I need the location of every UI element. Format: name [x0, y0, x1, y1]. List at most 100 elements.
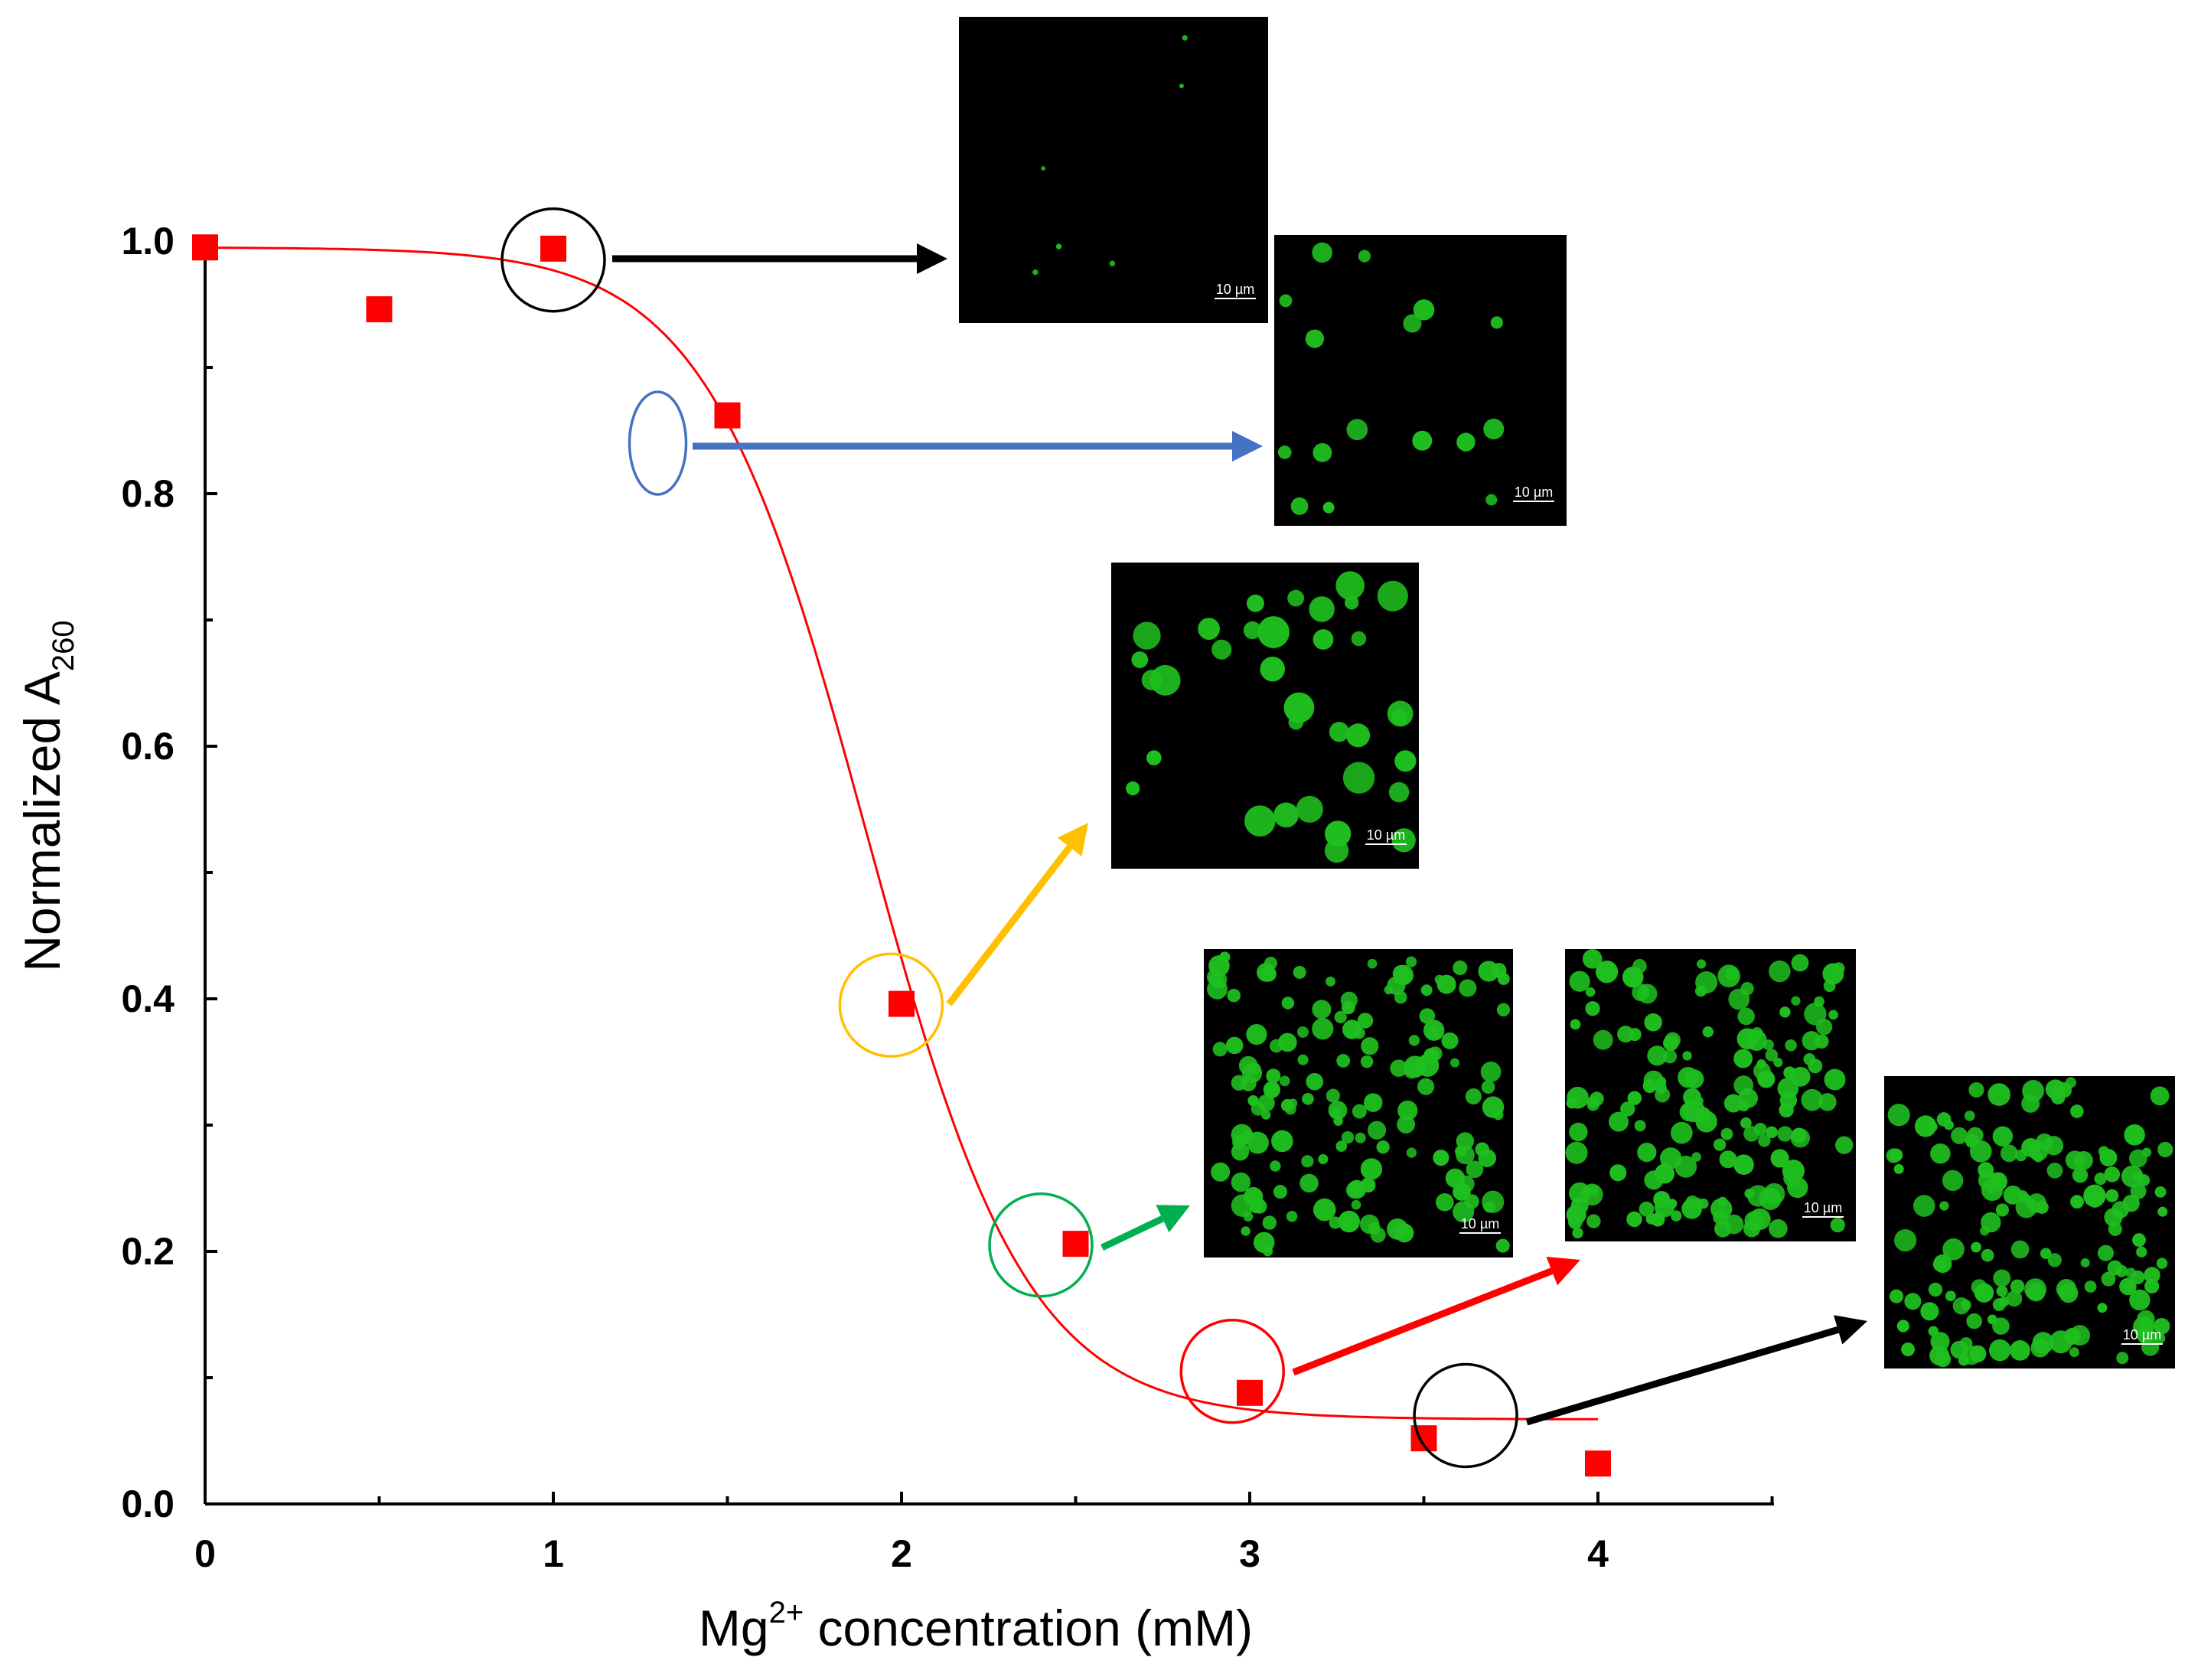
droplet	[1936, 1112, 1952, 1127]
droplet	[1459, 979, 1477, 997]
droplet	[2072, 1167, 2089, 1183]
droplet	[1928, 1326, 1939, 1336]
droplet	[1370, 1227, 1386, 1243]
droplet	[1961, 1300, 1971, 1310]
droplet	[1893, 1163, 1904, 1174]
droplet	[1288, 714, 1304, 730]
droplet	[1736, 1028, 1759, 1050]
droplet	[1567, 1086, 1589, 1109]
droplet	[1481, 1080, 1495, 1094]
droplet	[1886, 1148, 1901, 1163]
droplet	[2097, 1245, 2115, 1261]
droplet	[1787, 1176, 1808, 1199]
micrograph-inset: 10 µm	[1274, 235, 1567, 526]
droplet	[1436, 1192, 1454, 1212]
droplet	[1485, 494, 1498, 506]
droplet	[1671, 1210, 1682, 1222]
droplet	[1691, 1152, 1701, 1162]
micrograph-inset: 10 µm	[959, 17, 1268, 323]
droplet	[1286, 1210, 1298, 1222]
droplet	[1231, 1172, 1251, 1192]
droplet	[1777, 1126, 1793, 1142]
droplet	[1326, 1088, 1341, 1103]
x-tick-label: 4	[1587, 1532, 1609, 1575]
droplet	[1978, 1162, 1994, 1179]
droplet	[1791, 954, 1809, 972]
droplet	[1942, 1169, 1964, 1192]
droplet	[1296, 1026, 1309, 1038]
droplet	[2124, 1124, 2145, 1146]
droplet	[1769, 960, 1791, 983]
droplet	[1634, 1120, 1646, 1132]
droplet	[1966, 1313, 1982, 1329]
micrograph-inset: 10 µm	[1204, 949, 1513, 1258]
droplet	[1609, 1164, 1627, 1182]
droplet	[1352, 1104, 1367, 1119]
droplet	[2084, 1280, 2097, 1293]
droplet	[1376, 1140, 1390, 1154]
scale-bar-label: 10 µm	[1804, 1200, 1842, 1215]
y-ticks: 0.0 0.2 0.4 0.6 0.8 1.0	[121, 220, 217, 1525]
droplet	[1765, 1049, 1779, 1062]
droplet	[1565, 1141, 1588, 1164]
droplet	[1055, 243, 1062, 250]
droplet	[1312, 1000, 1332, 1019]
droplet	[2040, 1248, 2052, 1259]
y-axis-title-main: Normalized A	[14, 671, 70, 972]
droplet	[1783, 1066, 1796, 1079]
droplet	[1279, 294, 1293, 308]
droplet	[1483, 418, 1505, 440]
droplet	[1627, 1091, 1642, 1105]
droplet	[1270, 1160, 1281, 1172]
droplet	[1759, 1187, 1782, 1210]
droplet	[1749, 1208, 1771, 1231]
droplet	[1287, 589, 1305, 607]
droplet	[1357, 1013, 1374, 1029]
droplet	[1211, 639, 1232, 660]
droplet	[1490, 316, 1503, 329]
x-tick-label: 2	[891, 1532, 912, 1575]
droplet	[1815, 1034, 1829, 1049]
droplet	[1246, 1023, 1267, 1046]
droplet	[1384, 985, 1394, 995]
fit-curve-layer	[204, 246, 1598, 1421]
droplet	[2056, 1279, 2077, 1300]
droplet	[1417, 1078, 1435, 1095]
droplet	[1995, 1203, 2009, 1217]
droplet	[1974, 1283, 1994, 1303]
droplet	[1388, 781, 1410, 803]
x-axis-title: Mg2+ concentration (mM)	[699, 1596, 1253, 1656]
droplet	[2083, 1184, 2106, 1208]
droplet	[1665, 1032, 1681, 1049]
droplet	[1971, 1241, 1981, 1253]
droplet	[1322, 501, 1335, 514]
data-point	[366, 296, 393, 323]
droplet	[1244, 805, 1276, 837]
droplet	[1987, 1314, 1997, 1325]
droplet	[1394, 990, 1407, 1004]
x-tick-label: 3	[1239, 1532, 1260, 1575]
droplet	[2015, 1149, 2027, 1162]
data-point	[1585, 1450, 1611, 1477]
droplet	[1987, 1083, 2011, 1106]
droplet	[1723, 1094, 1743, 1113]
droplet	[1312, 629, 1334, 650]
droplet	[2154, 1186, 2167, 1198]
droplet	[1818, 1093, 1837, 1111]
scale-bar-label: 10 µm	[1515, 484, 1553, 500]
droplet	[1569, 970, 1590, 992]
y-tick-label: 1.0	[121, 220, 174, 263]
droplet	[1312, 1018, 1334, 1040]
droplet	[1674, 1155, 1697, 1178]
droplet	[1681, 1199, 1702, 1219]
droplet	[1278, 1032, 1297, 1052]
droplet	[1456, 432, 1476, 452]
micrograph-inset: 10 µm	[1111, 563, 1419, 869]
highlight-circle	[1179, 1319, 1285, 1424]
droplet	[1637, 1143, 1657, 1163]
droplet	[1281, 997, 1295, 1010]
droplet	[1231, 1143, 1250, 1161]
droplet	[1639, 1201, 1655, 1217]
droplet	[1568, 1215, 1583, 1230]
droplet	[1387, 700, 1414, 727]
